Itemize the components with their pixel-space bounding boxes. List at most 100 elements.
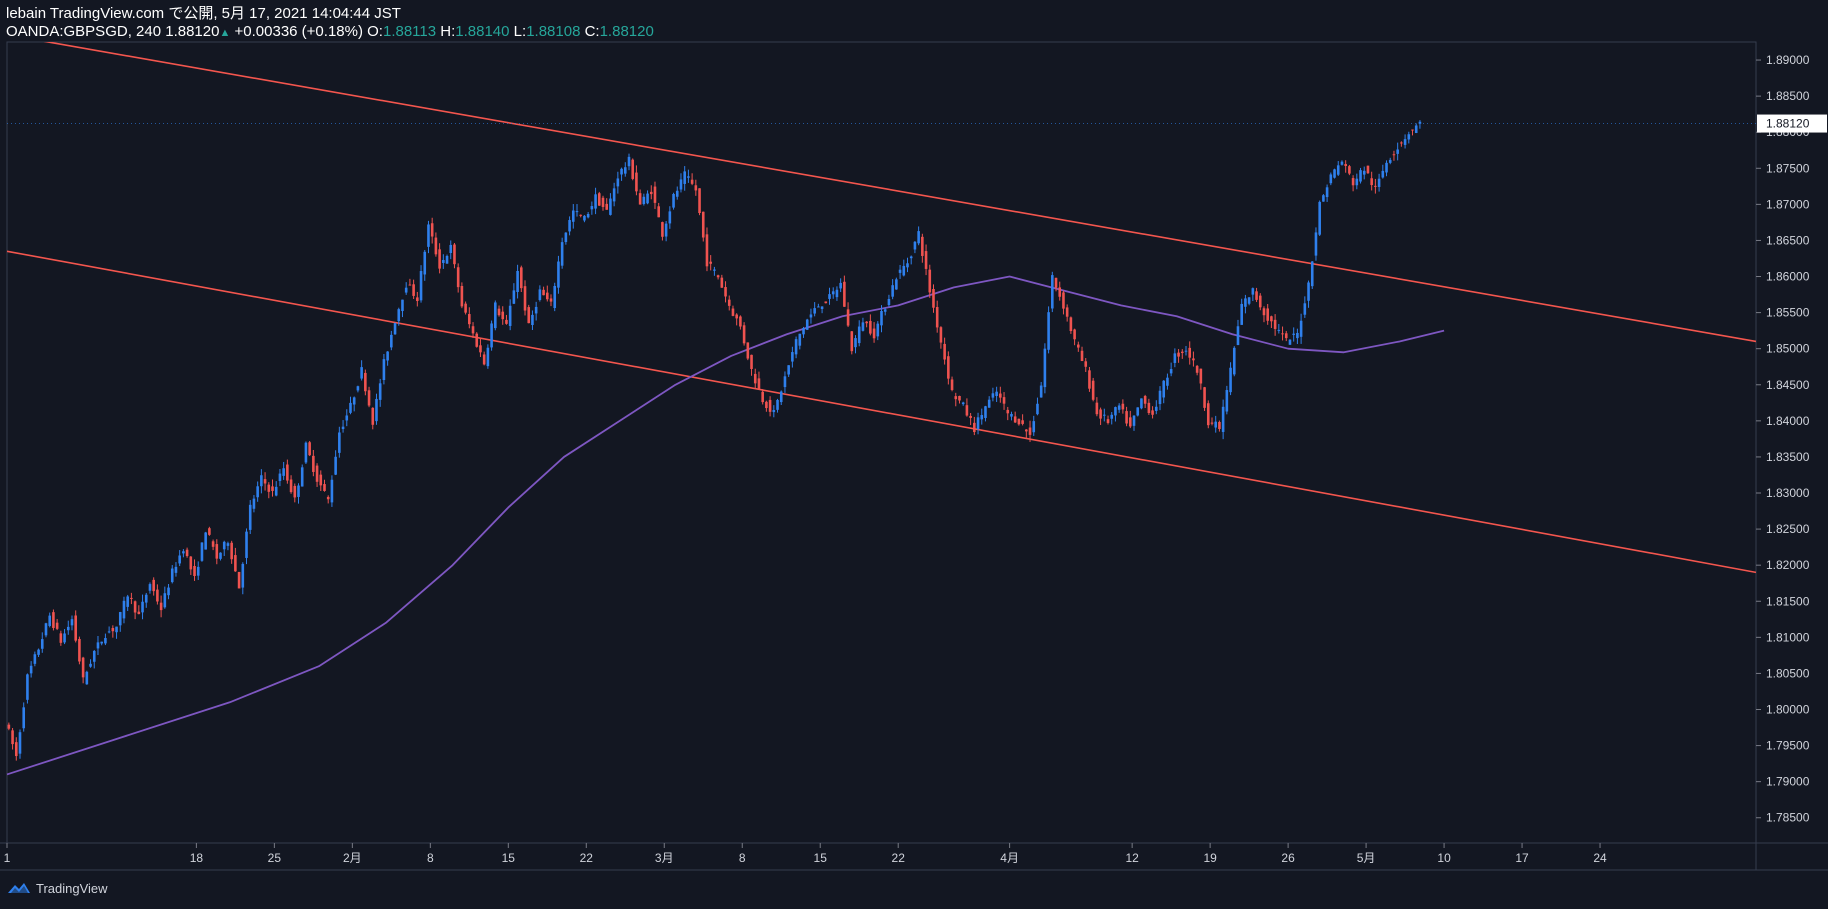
candle-up — [48, 615, 52, 626]
candle-down — [185, 549, 189, 557]
candle-down — [289, 479, 293, 493]
close-value: 1.88120 — [599, 23, 654, 40]
candle-down — [7, 724, 11, 729]
candle-down — [234, 555, 237, 572]
candle-up — [401, 299, 404, 312]
candle-up — [1318, 201, 1321, 235]
candle-down — [824, 301, 828, 304]
candle-down — [1188, 347, 1192, 358]
candle-up — [248, 504, 252, 530]
tradingview-logo-icon — [8, 883, 30, 893]
candle-down — [1021, 420, 1024, 424]
candle-down — [731, 308, 735, 316]
candle-down — [1062, 292, 1065, 309]
candle-down — [1374, 185, 1377, 187]
candle-up — [1299, 320, 1303, 337]
candle-down — [705, 234, 709, 267]
candle-up — [1117, 405, 1121, 410]
candle-down — [954, 396, 958, 400]
candle-up — [66, 626, 70, 631]
candle-down — [1095, 402, 1099, 415]
candle-down — [549, 298, 553, 302]
tradingview-footer[interactable]: TradingView — [6, 880, 108, 896]
candle-up — [1236, 326, 1240, 345]
y-tick-label: 1.79000 — [1766, 775, 1810, 789]
last-price: 1.88120 — [165, 23, 220, 40]
low-label: L: — [513, 23, 527, 40]
candle-up — [831, 291, 835, 295]
candle-down — [286, 464, 289, 481]
candle-up — [1355, 178, 1359, 186]
candle-down — [928, 269, 932, 293]
y-tick-label: 1.81000 — [1766, 630, 1810, 644]
candle-up — [423, 251, 427, 275]
candle-up — [226, 543, 230, 546]
candle-up — [1292, 333, 1295, 335]
candle-down — [1121, 403, 1125, 410]
candle-up — [1043, 348, 1047, 388]
candle-down — [371, 407, 375, 425]
candle-up — [1173, 353, 1177, 363]
candle-up — [196, 566, 200, 576]
candle-up — [612, 188, 616, 202]
y-tick-label: 1.82500 — [1766, 522, 1810, 536]
candle-down — [542, 289, 545, 296]
candle-up — [382, 359, 386, 381]
candle-up — [22, 707, 26, 729]
candle-up — [219, 552, 222, 559]
candle-up — [330, 479, 334, 503]
candle-up — [809, 314, 813, 318]
candle-up — [1296, 332, 1299, 339]
candle-up — [375, 398, 378, 422]
candle-down — [479, 345, 482, 353]
channel-lower-line[interactable] — [7, 250, 1756, 574]
candle-up — [427, 224, 430, 247]
candle-up — [85, 671, 89, 685]
candle-down — [750, 354, 753, 369]
candle-up — [805, 319, 809, 330]
candle-down — [1273, 319, 1277, 329]
candle-up — [1221, 406, 1225, 432]
candle-up — [260, 475, 263, 487]
candle-down — [237, 571, 241, 589]
x-tick-label: 12 — [1125, 851, 1139, 865]
candle-up — [349, 402, 352, 413]
candle-up — [1325, 187, 1329, 198]
candle-up — [571, 210, 575, 222]
candle-up — [100, 641, 103, 644]
x-tick-label: 24 — [1593, 851, 1607, 865]
publish-info: lebain TradingView.com で公開, 5月 17, 2021 … — [6, 5, 401, 22]
x-tick-label: 3月 — [655, 851, 674, 865]
candle-down — [1351, 178, 1355, 186]
candle-down — [293, 485, 297, 498]
candle-up — [1162, 380, 1166, 398]
candle-up — [857, 326, 861, 344]
candle-up — [1240, 303, 1243, 325]
close-label: C: — [584, 23, 600, 40]
candle-down — [1013, 416, 1017, 423]
y-tick-label: 1.85000 — [1766, 342, 1810, 356]
candle-up — [200, 542, 204, 561]
candle-down — [950, 379, 954, 390]
candle-up — [1047, 312, 1050, 350]
candle-down — [638, 193, 642, 205]
candle-up — [148, 584, 152, 591]
candle-down — [1195, 365, 1199, 373]
x-tick-label: 4月 — [1000, 851, 1019, 865]
candle-down — [14, 742, 18, 757]
candle-down — [1106, 419, 1110, 423]
candle-down — [159, 602, 163, 611]
candle-down — [111, 628, 115, 632]
candle-up — [404, 287, 408, 293]
candle-down — [999, 393, 1002, 398]
candle-up — [646, 193, 649, 204]
channel-upper-line[interactable] — [7, 35, 1756, 343]
candle-up — [345, 415, 349, 421]
candle-up — [178, 555, 181, 564]
moving-average-line[interactable] — [6, 275, 1445, 776]
y-tick-label: 1.80000 — [1766, 703, 1810, 717]
candle-up — [995, 391, 998, 397]
candle-down — [156, 589, 159, 602]
candle-down — [412, 284, 415, 296]
